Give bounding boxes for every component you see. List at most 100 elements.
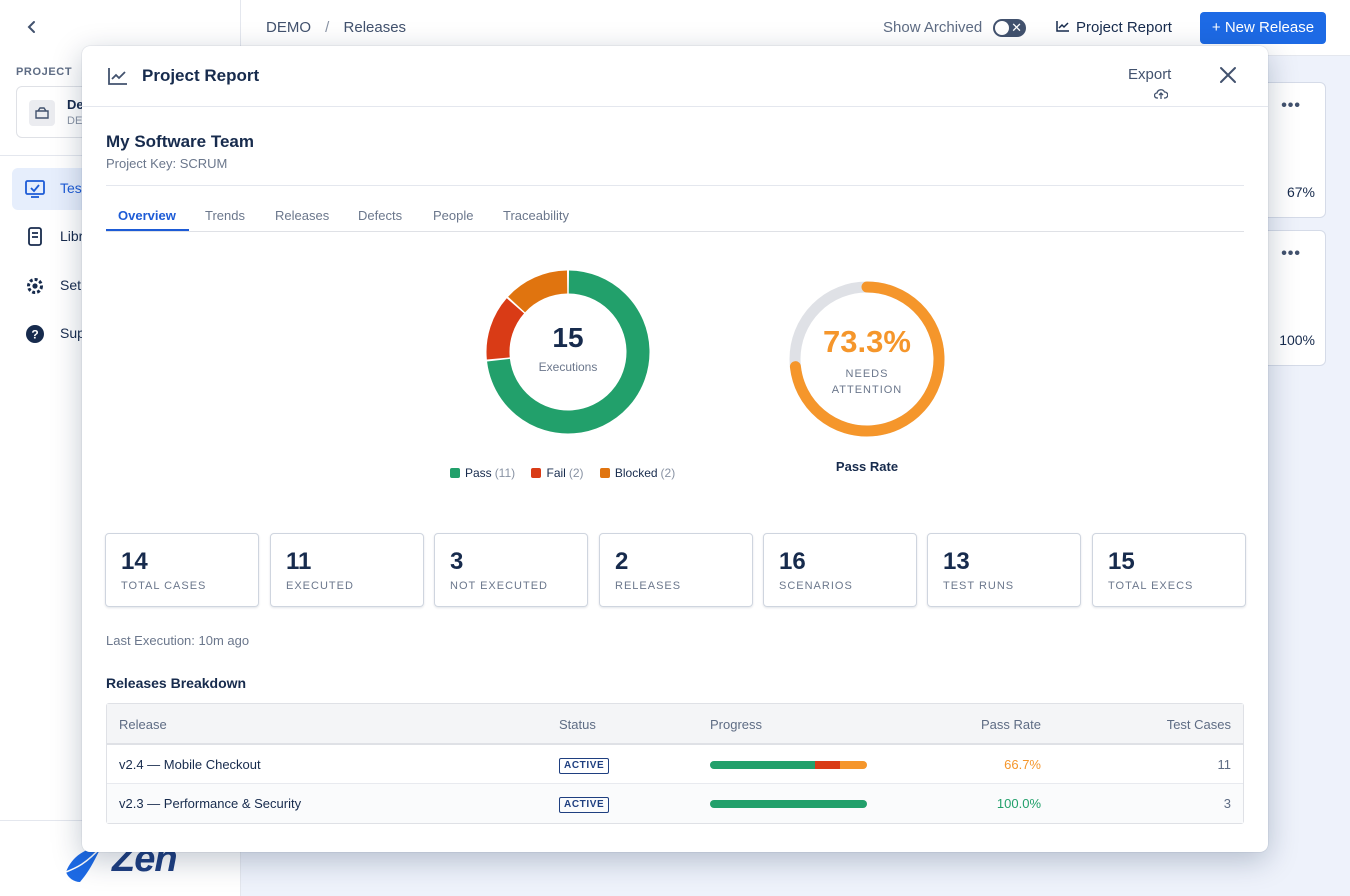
donut-slice-fail[interactable] bbox=[486, 298, 525, 360]
modal-title: Project Report bbox=[142, 66, 260, 85]
test-cases-cell: 3 bbox=[1223, 796, 1231, 811]
sidebar-item-label: Libr bbox=[60, 228, 84, 244]
stat-value: 13 bbox=[943, 548, 970, 575]
stat-value: 2 bbox=[615, 548, 629, 575]
tab-defects[interactable]: Defects bbox=[358, 208, 403, 223]
progress-segment-pass bbox=[710, 761, 816, 769]
tab-releases[interactable]: Releases bbox=[275, 208, 330, 223]
legend-count: (2) bbox=[660, 466, 676, 480]
legend-label: Blocked bbox=[614, 466, 658, 480]
tab-trends[interactable]: Trends bbox=[205, 208, 245, 223]
legend-label: Fail bbox=[546, 466, 566, 480]
stat-label: TOTAL CASES bbox=[121, 580, 207, 592]
release-name[interactable]: v2.4 — Mobile Checkout bbox=[119, 757, 261, 772]
donut-slice-blocked[interactable] bbox=[508, 270, 568, 313]
table-header-row: Release Status Progress Pass Rate Test C… bbox=[107, 704, 1243, 745]
progress-segment-pass bbox=[710, 800, 867, 808]
chart-icon bbox=[1056, 19, 1070, 36]
column-header-test-cases[interactable]: Test Cases bbox=[1166, 717, 1231, 732]
stat-label: RELEASES bbox=[615, 580, 682, 592]
stat-label: TOTAL EXECS bbox=[1108, 580, 1194, 592]
chart-legend: Pass (11) Fail (2) Blocked (2) bbox=[450, 466, 688, 480]
progress-bar bbox=[710, 761, 867, 769]
releases-breakdown-table: Release Status Progress Pass Rate Test C… bbox=[106, 703, 1244, 824]
project-report-button[interactable]: Project Report bbox=[1056, 19, 1172, 36]
legend-swatch bbox=[450, 468, 460, 478]
executions-label: Executions bbox=[538, 360, 598, 374]
breadcrumb: DEMO / Releases bbox=[266, 19, 416, 36]
tab-people[interactable]: People bbox=[433, 208, 474, 223]
donut-svg bbox=[486, 270, 650, 434]
stat-card-releases: 2 RELEASES bbox=[599, 533, 753, 607]
table-row[interactable]: v2.4 — Mobile Checkout ACTIVE 66.7% 11 bbox=[107, 745, 1243, 784]
team-name: My Software Team bbox=[106, 132, 255, 151]
project-icon bbox=[29, 100, 55, 126]
sidebar-item-support[interactable]: ? Sup bbox=[12, 313, 228, 355]
stat-label: TEST RUNS bbox=[943, 580, 1015, 592]
active-tab-indicator bbox=[106, 229, 189, 231]
status-badge: ACTIVE bbox=[559, 758, 610, 774]
pass-rate-status: NEEDS ATTENTION bbox=[786, 366, 948, 398]
breadcrumb-current: Releases bbox=[343, 19, 407, 36]
pass-rate-cell: 66.7% bbox=[1004, 757, 1041, 772]
column-header-progress[interactable]: Progress bbox=[710, 717, 763, 732]
status-badge: ACTIVE bbox=[559, 797, 610, 813]
table-row[interactable]: v2.3 — Performance & Security ACTIVE 100… bbox=[107, 784, 1243, 823]
column-header-release[interactable]: Release bbox=[119, 717, 167, 732]
legend-fail: Fail (2) bbox=[531, 466, 584, 480]
svg-text:?: ? bbox=[31, 328, 38, 342]
show-archived-label: Show Archived bbox=[883, 19, 983, 36]
progress-segment-fail bbox=[815, 761, 841, 769]
legend-count: (2) bbox=[568, 466, 584, 480]
ring-progress-arc bbox=[789, 281, 945, 437]
executions-total: 15 bbox=[552, 322, 584, 353]
stat-value: 11 bbox=[286, 548, 312, 575]
project-name: De bbox=[67, 97, 84, 112]
show-archived-toggle[interactable]: ✕ bbox=[993, 19, 1026, 37]
project-label: PROJECT bbox=[16, 66, 73, 78]
releases-breakdown-title: Releases Breakdown bbox=[106, 675, 247, 691]
sidebar-item-label: Set bbox=[60, 277, 82, 293]
sidebar-item-settings[interactable]: Set bbox=[12, 265, 228, 307]
ring-svg bbox=[789, 281, 945, 437]
new-release-button[interactable]: + New Release bbox=[1200, 12, 1326, 44]
back-chevron-icon[interactable] bbox=[22, 17, 42, 37]
breadcrumb-project[interactable]: DEMO bbox=[266, 19, 311, 36]
legend-swatch bbox=[599, 468, 610, 478]
stat-card-total-cases: 14 TOTAL CASES bbox=[105, 533, 259, 607]
project-report-modal: Project Report Export My Software Team P… bbox=[82, 46, 1268, 852]
project-key: DE bbox=[67, 115, 83, 127]
stat-label: EXECUTED bbox=[286, 580, 354, 592]
sidebar-item-library[interactable]: Libr bbox=[12, 216, 228, 258]
progress-bar bbox=[710, 800, 867, 808]
stat-label: SCENARIOS bbox=[779, 580, 853, 592]
legend-swatch bbox=[531, 468, 542, 478]
donut-slice-pass[interactable] bbox=[487, 270, 650, 434]
pass-rate-ring-chart: 73.3% NEEDS ATTENTION bbox=[786, 278, 948, 440]
stat-label: NOT EXECUTED bbox=[450, 580, 548, 592]
more-icon[interactable]: ••• bbox=[1281, 245, 1301, 262]
progress-segment-blocked bbox=[840, 761, 867, 769]
chart-icon bbox=[108, 67, 128, 85]
pass-rate-status-line: ATTENTION bbox=[831, 384, 903, 396]
test-cases-cell: 11 bbox=[1217, 757, 1232, 772]
status-cell: ACTIVE bbox=[559, 784, 610, 823]
tab-overview[interactable]: Overview bbox=[118, 208, 176, 223]
pass-rate-cell: 100.0% bbox=[996, 796, 1041, 811]
export-button[interactable]: Export bbox=[1128, 66, 1171, 99]
column-header-pass-rate[interactable]: Pass Rate bbox=[981, 717, 1041, 732]
release-card-percent: 67% bbox=[1286, 184, 1315, 200]
help-icon: ? bbox=[24, 324, 46, 344]
tab-traceability[interactable]: Traceability bbox=[503, 208, 569, 223]
sidebar-item-label: Sup bbox=[60, 325, 85, 341]
stat-card-test-runs: 13 TEST RUNS bbox=[927, 533, 1081, 607]
more-icon[interactable]: ••• bbox=[1281, 97, 1301, 114]
close-icon[interactable] bbox=[1217, 64, 1239, 86]
stat-card-executed: 11 EXECUTED bbox=[270, 533, 424, 607]
column-header-status[interactable]: Status bbox=[559, 717, 596, 732]
breadcrumb-separator: / bbox=[325, 19, 330, 36]
legend-label: Pass bbox=[465, 466, 492, 480]
stat-card-scenarios: 16 SCENARIOS bbox=[763, 533, 917, 607]
release-name[interactable]: v2.3 — Performance & Security bbox=[119, 796, 302, 811]
divider bbox=[106, 185, 1244, 186]
